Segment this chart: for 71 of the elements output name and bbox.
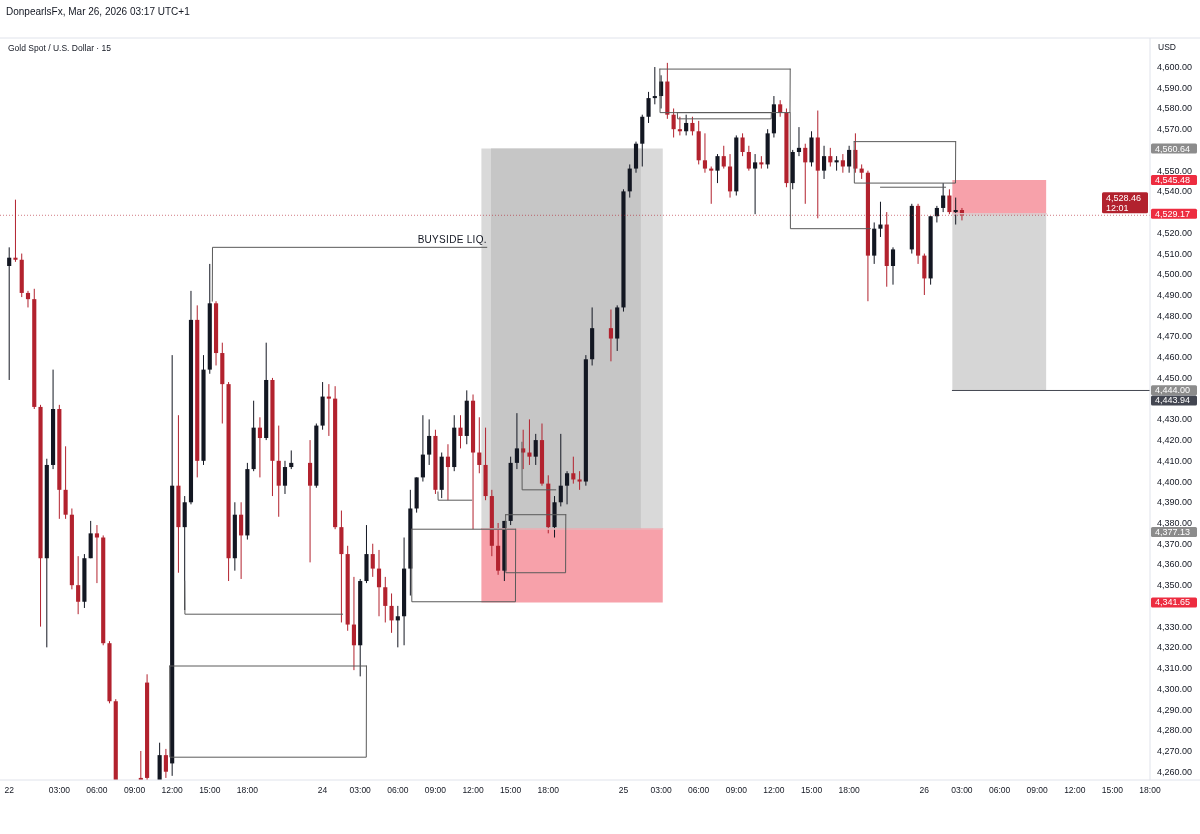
y-tick-label: 4,377.13 bbox=[1155, 526, 1191, 537]
text: Gold Spot / U.S. Dollar · 15 bbox=[8, 43, 112, 53]
y-tick-label: 4,500.00 bbox=[1157, 269, 1193, 280]
x-tick-label: 06:00 bbox=[688, 785, 710, 795]
y-tick-label: 4,444.00 bbox=[1155, 385, 1191, 396]
y-axis-title: USD bbox=[1158, 42, 1176, 52]
x-tick-label: 25 bbox=[618, 785, 629, 795]
y-tick-label: 4,545.48 bbox=[1155, 175, 1191, 186]
y-tick-label: 4,290.00 bbox=[1157, 704, 1193, 715]
y-tick-label: 4,450.00 bbox=[1157, 372, 1193, 383]
x-tick-label: 15:00 bbox=[199, 785, 221, 795]
y-tick-label: 4,460.00 bbox=[1157, 352, 1193, 363]
annotation: BUYSIDE LIQ. bbox=[417, 234, 487, 246]
x-tick-label: 18:00 bbox=[1139, 785, 1161, 795]
y-tick-label: 4,330.00 bbox=[1157, 621, 1193, 632]
x-tick-label: 06:00 bbox=[387, 785, 409, 795]
x-tick-label: 12:00 bbox=[462, 785, 484, 795]
y-tick-label: 4,570.00 bbox=[1157, 124, 1193, 135]
x-tick-label: 03:00 bbox=[48, 785, 71, 795]
y-tick-label: 4,370.00 bbox=[1157, 538, 1193, 549]
y-tick-label: 4,490.00 bbox=[1157, 290, 1193, 301]
y-tick-label: 4,470.00 bbox=[1157, 331, 1193, 342]
x-tick-label: 24 bbox=[317, 785, 328, 795]
x-tick-label: 26 bbox=[919, 785, 930, 795]
x-tick-label: 18:00 bbox=[236, 785, 259, 795]
x-tick-label: 09:00 bbox=[725, 785, 748, 795]
x-tick-label: 12:00 bbox=[1064, 785, 1086, 795]
x-tick-label: 15:00 bbox=[1101, 785, 1124, 795]
y-tick-label: 4,550.00 bbox=[1157, 165, 1193, 176]
x-tick-label: 09:00 bbox=[123, 785, 146, 795]
y-tick-label: 4,400.00 bbox=[1157, 476, 1193, 487]
y-tick-label: 4,520.00 bbox=[1157, 227, 1193, 238]
data-label: 4,443.94 bbox=[1155, 395, 1191, 406]
y-tick-label: 4,260.00 bbox=[1157, 766, 1193, 777]
x-tick-label: 06:00 bbox=[988, 785, 1011, 795]
y-tick-label: 4,300.00 bbox=[1157, 683, 1193, 694]
x-tick-label: 15:00 bbox=[800, 785, 823, 795]
y-tick-label: 4,480.00 bbox=[1157, 310, 1193, 321]
y-tick-label: 4,590.00 bbox=[1157, 82, 1193, 93]
x-tick-label: 03:00 bbox=[650, 785, 672, 795]
y-tick-label: 4,580.00 bbox=[1157, 103, 1193, 114]
x-tick-label: 18:00 bbox=[838, 785, 861, 795]
x-tick-label: 09:00 bbox=[424, 785, 447, 795]
x-tick-label: 12:00 bbox=[161, 785, 184, 795]
x-tick-label: 22 bbox=[4, 785, 15, 795]
y-tick-label: 4,390.00 bbox=[1157, 497, 1193, 508]
y-tick-label: 4,360.00 bbox=[1157, 559, 1193, 570]
x-tick-label: 06:00 bbox=[86, 785, 108, 795]
text: DonpearlsFx, Mar 26, 2026 03:17 UTC+1 bbox=[6, 6, 191, 17]
y-tick-label: 4,430.00 bbox=[1157, 414, 1193, 425]
y-tick-label: 4,341.65 bbox=[1155, 597, 1191, 608]
y-tick-label: 4,270.00 bbox=[1157, 745, 1193, 756]
y-tick-label: 4,320.00 bbox=[1157, 642, 1193, 653]
y-tick-label: 4,600.00 bbox=[1157, 62, 1193, 73]
y-tick-label: 4,310.00 bbox=[1157, 663, 1193, 674]
y-tick-label: 4,410.00 bbox=[1157, 455, 1193, 466]
y-tick-label: 4,280.00 bbox=[1157, 725, 1193, 736]
x-tick-label: 09:00 bbox=[1026, 785, 1049, 795]
x-tick-label: 03:00 bbox=[951, 785, 973, 795]
x-tick-label: 15:00 bbox=[500, 785, 522, 795]
y-tick-label: 4,529.17 bbox=[1155, 208, 1191, 219]
y-tick-label: 4,420.00 bbox=[1157, 435, 1193, 446]
y-tick-label: 4,510.00 bbox=[1157, 248, 1193, 259]
x-tick-label: 03:00 bbox=[349, 785, 372, 795]
x-tick-label: 12:00 bbox=[763, 785, 785, 795]
y-tick-label: 4,380.00 bbox=[1157, 517, 1193, 528]
ref-line-label: 4,528.46 12:01 bbox=[1106, 192, 1142, 213]
x-tick-label: 18:00 bbox=[537, 785, 560, 795]
y-tick-label: 4,560.64 bbox=[1155, 143, 1191, 154]
y-tick-label: 4,350.00 bbox=[1157, 580, 1193, 591]
y-tick-label: 4,540.00 bbox=[1157, 186, 1193, 197]
